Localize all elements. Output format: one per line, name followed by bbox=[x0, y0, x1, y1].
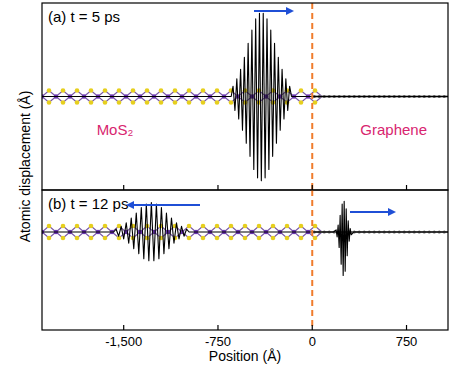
x-axis-label: Position (Å) bbox=[209, 348, 281, 364]
sulfur-atom bbox=[285, 224, 290, 229]
x-tick bbox=[312, 185, 313, 190]
sulfur-atom bbox=[131, 88, 136, 93]
sulfur-atom bbox=[103, 100, 108, 105]
sulfur-atom bbox=[299, 224, 304, 229]
sulfur-atom bbox=[117, 100, 122, 105]
sulfur-atom bbox=[103, 88, 108, 93]
panel: -1,500 -750 0 750 (b) t = 12 ps bbox=[26, 190, 448, 349]
sulfur-atom bbox=[47, 88, 52, 93]
sulfur-atom bbox=[215, 224, 220, 229]
sulfur-atom bbox=[187, 100, 192, 105]
sulfur-atom bbox=[313, 236, 318, 241]
sulfur-atom bbox=[159, 88, 164, 93]
y-axis-label: Atomic displacement (Å) bbox=[17, 91, 33, 243]
interface-line bbox=[311, 190, 313, 330]
figure: (a) t = 5 ps MoS₂ Graphene Atomic displacem… bbox=[0, 0, 450, 367]
sulfur-atom bbox=[103, 236, 108, 241]
sulfur-atom bbox=[145, 88, 150, 93]
sulfur-atom bbox=[47, 224, 52, 229]
direction-arrow bbox=[350, 211, 394, 213]
x-tick-label: 750 bbox=[396, 334, 418, 349]
sulfur-atom bbox=[47, 236, 52, 241]
interface-line bbox=[311, 3, 313, 190]
sulfur-atom bbox=[201, 224, 206, 229]
sulfur-atom bbox=[201, 100, 206, 105]
sulfur-atom bbox=[215, 100, 220, 105]
sulfur-atom bbox=[243, 224, 248, 229]
sulfur-atom bbox=[89, 88, 94, 93]
sulfur-atom bbox=[313, 100, 318, 105]
displacement-line bbox=[42, 13, 448, 180]
x-tick bbox=[217, 185, 218, 190]
sulfur-atom bbox=[257, 224, 262, 229]
sulfur-atom bbox=[145, 236, 150, 241]
sulfur-atom bbox=[89, 100, 94, 105]
sulfur-atom bbox=[271, 236, 276, 241]
region-label: Graphene bbox=[360, 121, 427, 138]
sulfur-atom bbox=[131, 100, 136, 105]
sulfur-atom bbox=[285, 236, 290, 241]
sulfur-atom bbox=[215, 88, 220, 93]
sulfur-atom bbox=[173, 88, 178, 93]
sulfur-atom bbox=[61, 236, 66, 241]
x-tick-label: -750 bbox=[205, 334, 231, 349]
sulfur-atom bbox=[229, 100, 234, 105]
sulfur-atom bbox=[159, 100, 164, 105]
x-tick-label: 0 bbox=[309, 334, 316, 349]
sulfur-atom bbox=[103, 224, 108, 229]
panel: (a) t = 5 ps MoS₂ Graphene bbox=[26, 3, 448, 190]
x-tick bbox=[406, 325, 407, 330]
direction-arrow bbox=[254, 10, 292, 12]
sulfur-atom bbox=[187, 236, 192, 241]
sulfur-atom bbox=[229, 224, 234, 229]
x-tick bbox=[217, 325, 218, 330]
sulfur-atom bbox=[229, 236, 234, 241]
sulfur-atom bbox=[299, 100, 304, 105]
sulfur-atom bbox=[313, 224, 318, 229]
panel-title: (a) t = 5 ps bbox=[48, 8, 120, 25]
plot-area bbox=[42, 201, 448, 275]
plot-frame bbox=[42, 3, 448, 190]
sulfur-atom bbox=[257, 236, 262, 241]
sulfur-atom bbox=[75, 224, 80, 229]
sulfur-atom bbox=[61, 88, 66, 93]
sulfur-atom bbox=[75, 236, 80, 241]
x-tick bbox=[312, 325, 313, 330]
sulfur-atom bbox=[215, 236, 220, 241]
sulfur-atom bbox=[89, 224, 94, 229]
displacement-line bbox=[42, 201, 448, 275]
sulfur-atom bbox=[75, 100, 80, 105]
x-tick bbox=[123, 325, 124, 330]
sulfur-atom bbox=[201, 236, 206, 241]
sulfur-atom bbox=[299, 88, 304, 93]
x-tick-label: -1,500 bbox=[105, 334, 142, 349]
sulfur-atom bbox=[187, 224, 192, 229]
direction-arrow bbox=[128, 204, 200, 206]
sulfur-atom bbox=[117, 88, 122, 93]
plot-frame bbox=[42, 190, 448, 330]
x-tick bbox=[123, 185, 124, 190]
sulfur-atom bbox=[61, 100, 66, 105]
sulfur-atom bbox=[75, 88, 80, 93]
sulfur-atom bbox=[201, 88, 206, 93]
sulfur-atom bbox=[173, 100, 178, 105]
sulfur-atom bbox=[89, 236, 94, 241]
plot-area bbox=[42, 13, 448, 180]
sulfur-atom bbox=[271, 224, 276, 229]
sulfur-atom bbox=[243, 236, 248, 241]
panel-title: (b) t = 12 ps bbox=[48, 195, 128, 212]
sulfur-atom bbox=[47, 100, 52, 105]
sulfur-atom bbox=[145, 100, 150, 105]
region-label: MoS₂ bbox=[97, 121, 134, 138]
x-tick bbox=[406, 185, 407, 190]
sulfur-atom bbox=[299, 236, 304, 241]
sulfur-atom bbox=[313, 88, 318, 93]
sulfur-atom bbox=[187, 88, 192, 93]
sulfur-atom bbox=[61, 224, 66, 229]
